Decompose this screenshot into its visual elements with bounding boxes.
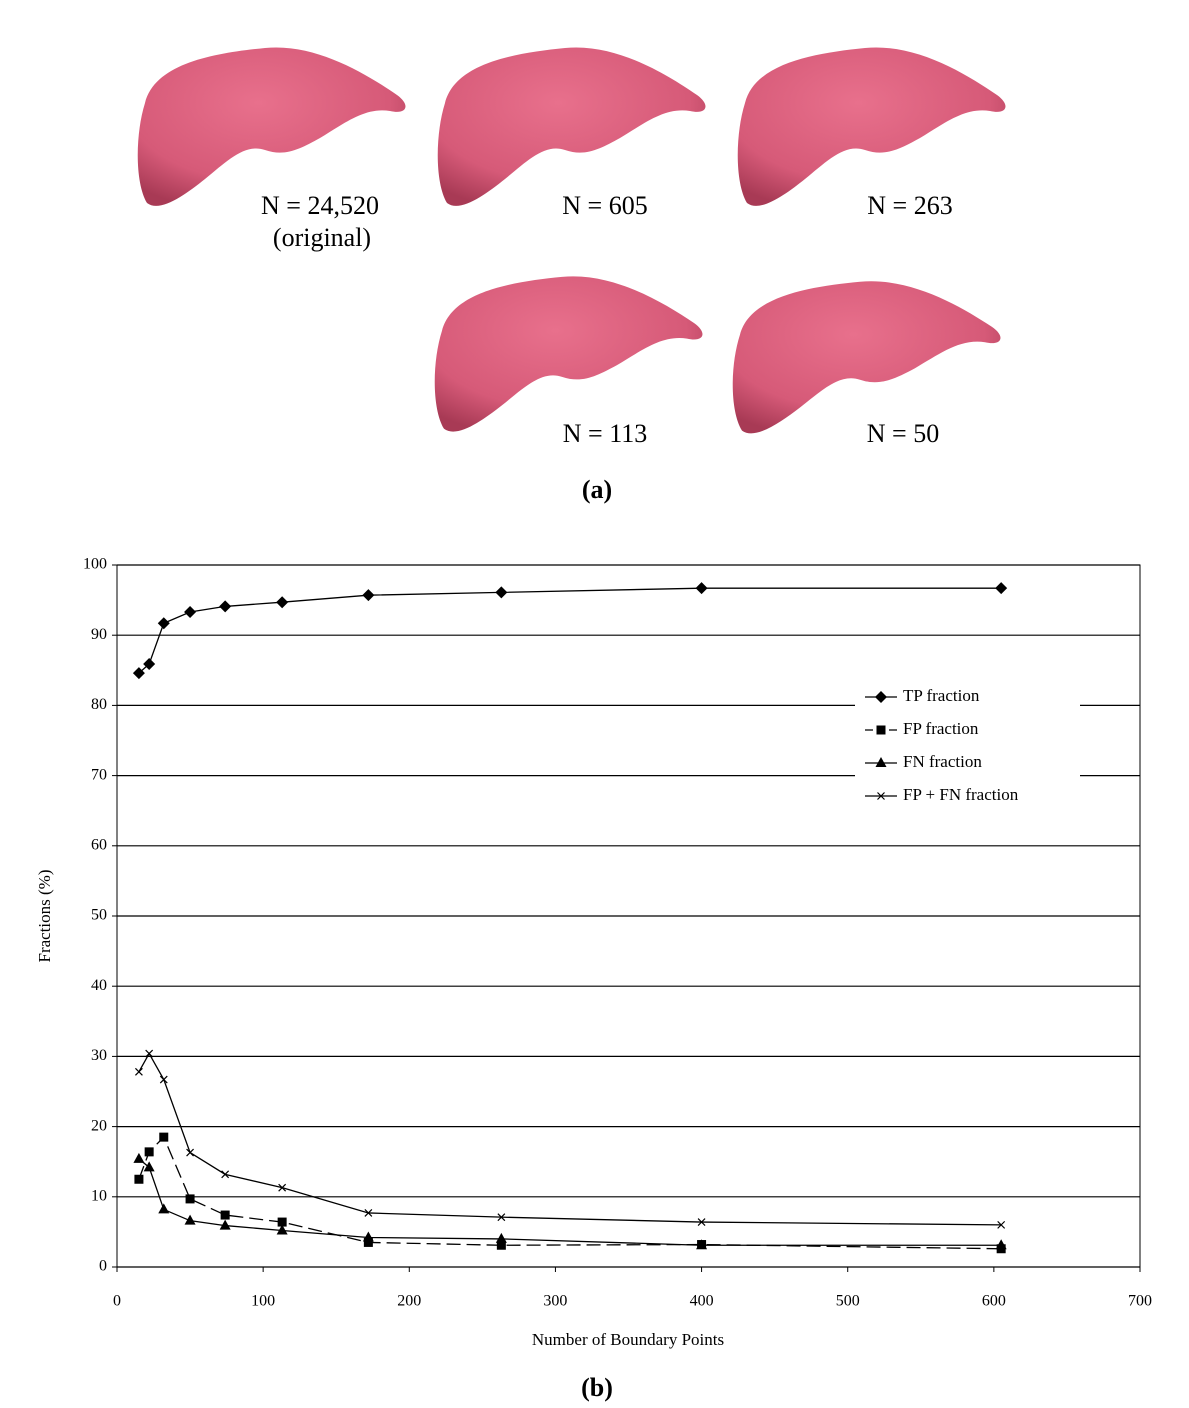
marker <box>157 617 170 630</box>
y-tick-label: 10 <box>91 1187 107 1204</box>
marker <box>221 1170 230 1179</box>
legend-marker <box>877 792 885 800</box>
marker <box>496 1240 506 1250</box>
series-line <box>138 1052 1002 1226</box>
marker <box>220 1210 230 1220</box>
marker <box>362 1231 374 1242</box>
marker <box>696 1239 708 1250</box>
caption: (b) <box>581 1373 613 1402</box>
marker <box>997 1220 1006 1229</box>
marker <box>695 582 708 595</box>
series-line <box>138 1158 1002 1246</box>
legend-marker <box>875 757 887 767</box>
x-tick-label: 300 <box>543 1293 567 1310</box>
marker <box>495 1232 507 1243</box>
x-tick-label: 100 <box>251 1293 275 1310</box>
y-tick-label: 30 <box>91 1047 107 1064</box>
marker <box>133 1152 145 1163</box>
marker <box>362 589 375 602</box>
series-line <box>138 1135 1002 1250</box>
marker <box>143 1161 155 1172</box>
marker <box>134 1174 144 1184</box>
x-tick-label: 700 <box>1128 1293 1152 1310</box>
mesh-label: N = 113 <box>563 419 647 448</box>
legend-label: FN fraction <box>903 752 982 771</box>
mesh-label: N = 24,520 <box>261 191 379 220</box>
marker <box>145 1049 154 1058</box>
legend-label: TP fraction <box>903 686 980 705</box>
caption: (a) <box>582 475 612 504</box>
marker <box>185 1194 195 1204</box>
marker <box>497 1213 506 1222</box>
mesh-label: N = 50 <box>867 419 939 448</box>
x-tick-label: 400 <box>690 1293 714 1310</box>
marker <box>697 1218 706 1226</box>
y-tick-label: 80 <box>91 696 107 713</box>
marker <box>495 586 508 599</box>
y-tick-label: 50 <box>91 907 107 924</box>
marker <box>159 1132 169 1142</box>
marker <box>219 600 232 613</box>
marker <box>159 1075 168 1084</box>
marker <box>184 1214 196 1225</box>
liver-image <box>437 47 706 206</box>
marker <box>134 1067 143 1076</box>
y-tick-label: 60 <box>91 836 107 853</box>
x-tick-label: 600 <box>982 1293 1006 1310</box>
x-axis-title: Number of Boundary Points <box>532 1330 724 1349</box>
liver-image <box>137 47 406 206</box>
legend-box <box>855 680 1080 820</box>
y-tick-label: 100 <box>83 556 107 573</box>
mesh-label: N = 605 <box>562 191 647 220</box>
x-tick-label: 500 <box>836 1293 860 1310</box>
y-tick-label: 0 <box>99 1258 107 1275</box>
series-line <box>138 587 1002 674</box>
liver-images <box>137 47 1006 434</box>
marker <box>278 1183 287 1192</box>
marker <box>143 657 156 670</box>
x-tick-label: 0 <box>113 1293 121 1310</box>
y-tick-label: 90 <box>91 626 107 643</box>
y-tick-label: 40 <box>91 977 107 994</box>
y-axis-title: Fractions (%) <box>35 869 54 962</box>
marker <box>158 1203 170 1214</box>
legend-label: FP fraction <box>903 719 979 738</box>
legend-label: FP + FN fraction <box>903 785 1019 804</box>
marker <box>364 1209 373 1217</box>
marker <box>276 1224 288 1235</box>
marker <box>276 596 289 609</box>
marker <box>184 606 197 619</box>
liver-image <box>737 47 1006 206</box>
marker <box>144 1147 154 1157</box>
marker <box>132 667 145 680</box>
liver-image <box>732 281 1001 434</box>
marker <box>219 1219 231 1230</box>
mesh-label: N = 263 <box>867 191 952 220</box>
marker <box>995 582 1008 595</box>
liver-image <box>434 276 703 432</box>
y-tick-label: 70 <box>91 766 107 783</box>
marker <box>995 1239 1007 1250</box>
marker <box>363 1237 373 1247</box>
marker <box>277 1217 287 1227</box>
marker <box>186 1148 194 1157</box>
legend-marker <box>876 725 886 735</box>
y-tick-label: 20 <box>91 1117 107 1134</box>
legend-marker <box>875 691 887 703</box>
x-tick-label: 200 <box>397 1293 421 1310</box>
mesh-label: (original) <box>273 223 371 252</box>
